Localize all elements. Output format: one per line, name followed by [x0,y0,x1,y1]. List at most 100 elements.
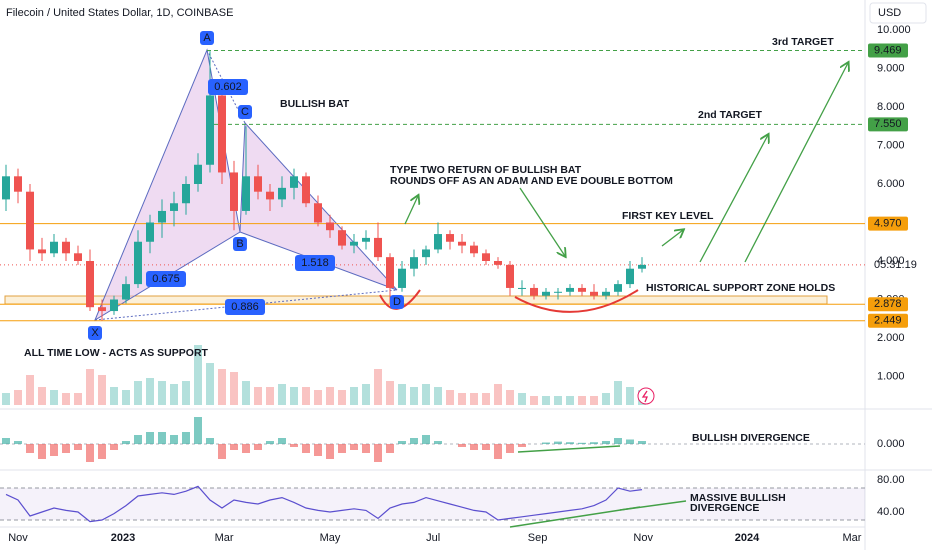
candle-body [350,241,358,246]
divergence-line [517,445,621,453]
candle-body [290,176,298,188]
candle-body [446,234,454,242]
candle-body [38,249,46,254]
candle-body [62,241,70,254]
ratio-label: 0.886 [231,301,259,313]
macd-bar [194,417,202,444]
rsi-band [0,488,865,520]
volume-bar [26,375,34,405]
price-label-box [868,216,908,231]
volume-bar [242,381,250,405]
macd-bar [218,444,226,459]
price-label-box [868,43,908,58]
candle-body [266,191,274,200]
volume-bar [338,390,346,405]
y-tick-label: 1.000 [877,370,905,382]
macd-bar [602,441,610,444]
volume-bar [578,396,586,405]
volume-bar [494,384,502,405]
y-tick-label: 0.000 [877,438,905,450]
annotation: MASSIVE BULLISH [690,492,786,504]
macd-bar [242,444,250,453]
ratio-label: 0.602 [214,81,242,93]
price-label: 7.550 [874,118,902,130]
price-label: 4.970 [874,218,902,230]
candle-body [530,287,538,296]
candle-body [326,222,334,231]
macd-bar [230,444,238,450]
macd-bar [482,444,490,450]
candle-body [194,164,202,184]
annotation: DIVERGENCE [690,502,759,514]
volume-bar [350,387,358,405]
pattern-point-box [238,105,252,119]
candle-body [554,291,562,293]
macd-bar [302,444,310,453]
annotation: ALL TIME LOW - ACTS AS SUPPORT [24,347,209,359]
x-tick-label: Nov [633,532,653,544]
candle-body [542,291,550,296]
x-tick-label: Sep [528,532,548,544]
macd-bar [182,432,190,444]
candle-body [398,268,406,288]
macd-bar [518,444,526,447]
pattern-xd [94,289,398,321]
rsi-line [5,485,643,523]
ratio-label: 0.675 [152,273,180,285]
candle-body [518,287,526,289]
macd-bar [170,435,178,444]
volume-bar [50,390,58,405]
candle-body [122,284,130,300]
volume-bar [362,384,370,405]
y-tick-label: 10.000 [877,24,911,36]
price-label: 2.878 [874,298,902,310]
volume-bar [434,387,442,405]
macd-bar [26,444,34,453]
volume-bar [302,387,310,405]
pattern-point: A [203,32,211,44]
macd-bar [362,444,370,453]
pattern-point: D [393,296,401,308]
arrow [744,63,848,263]
volume-bar [626,387,634,405]
macd-bar [98,444,106,459]
annotation: FIRST KEY LEVEL [622,210,714,222]
volume-bar [134,381,142,405]
macd-bar [254,444,262,450]
flash-icon[interactable] [637,387,655,405]
candle-body [74,253,82,261]
macd-bar [626,439,634,444]
annotation: HISTORICAL SUPPORT ZONE HOLDS [646,282,835,294]
y-tick-label: 4.000 [877,255,905,267]
x-tick-label: Jul [426,532,440,544]
macd-bar [458,444,466,447]
candle-body [578,287,586,292]
volume-bar [278,384,286,405]
annotation: 3rd TARGET [772,36,834,48]
candle-body [482,253,490,261]
pattern-point: X [91,327,99,339]
annotation: BULLISH DIVERGENCE [692,432,810,444]
volume-bar [170,384,178,405]
volume-bar [374,369,382,405]
currency[interactable]: USD [878,7,901,19]
macd-bar [422,435,430,444]
price-label-box [868,313,908,328]
y-tick-label: 80.00 [877,474,905,486]
price-label: 9.469 [874,44,902,56]
volume-bar [14,390,22,405]
macd-bar [314,444,322,456]
arrows [404,63,848,263]
candle-body [494,261,502,265]
volume-bar [62,393,70,405]
currency-button[interactable] [869,2,927,24]
countdown-label: 05:31:19 [874,259,917,271]
candle-body [230,172,238,211]
candle-body [626,268,634,285]
volume-bar [590,396,598,405]
volume-bar [482,393,490,405]
volume-bar [206,363,214,405]
macd-bar [494,444,502,459]
macd-bar [2,438,10,444]
x-tick-label: Mar [215,532,234,544]
